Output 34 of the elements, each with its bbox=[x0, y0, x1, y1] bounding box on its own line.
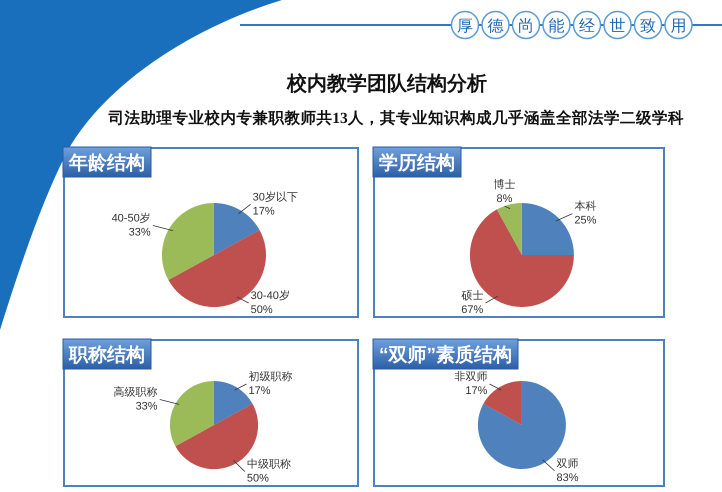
data-label: 33% bbox=[136, 400, 158, 413]
chart-title: 学历结构 bbox=[379, 152, 455, 174]
data-label: 17% bbox=[248, 385, 271, 397]
slice-label: 双师 bbox=[556, 458, 578, 470]
data-label: 8% bbox=[496, 193, 513, 206]
text: 司法助理专业校内专兼职教师共13人，其专业知识构成几乎涵盖全部法学二级学科 bbox=[107, 108, 684, 127]
pie-slice bbox=[175, 404, 258, 470]
data-label: 50% bbox=[250, 304, 273, 316]
chart-title: “双师”素质结构 bbox=[379, 344, 512, 366]
slice-label: 30-40岁 bbox=[250, 290, 290, 302]
data-label: 50% bbox=[246, 472, 270, 485]
chart-title: 年龄结构 bbox=[68, 152, 145, 174]
data-label: 17% bbox=[465, 385, 488, 397]
pie-slice bbox=[162, 203, 214, 280]
data-label: 67% bbox=[461, 304, 484, 316]
chart-title: 职称结构 bbox=[68, 344, 145, 366]
data-label: 17% bbox=[252, 205, 275, 218]
pie-slice bbox=[522, 203, 574, 255]
slice-label: 博士 bbox=[494, 178, 516, 192]
pie-slice bbox=[170, 381, 214, 446]
text: 校内教学团队结构分析 bbox=[286, 72, 487, 95]
slice-label: 高级职称 bbox=[114, 386, 158, 399]
slice-label: 初级职称 bbox=[248, 370, 293, 383]
pie-slice bbox=[496, 203, 522, 255]
slice-label: 中级职称 bbox=[246, 458, 291, 471]
slice-label: 30岁以下 bbox=[252, 190, 298, 204]
data-label: 25% bbox=[574, 214, 597, 227]
slice-label: 硕士 bbox=[460, 289, 484, 302]
slice-label: 本科 bbox=[574, 200, 596, 213]
slice-label: 40-50岁 bbox=[112, 212, 151, 224]
data-label: 83% bbox=[556, 472, 579, 484]
data-label: 33% bbox=[128, 226, 151, 238]
text: 厚德尚能经世致用 bbox=[457, 17, 686, 35]
slice-label: 非双师 bbox=[454, 370, 488, 383]
